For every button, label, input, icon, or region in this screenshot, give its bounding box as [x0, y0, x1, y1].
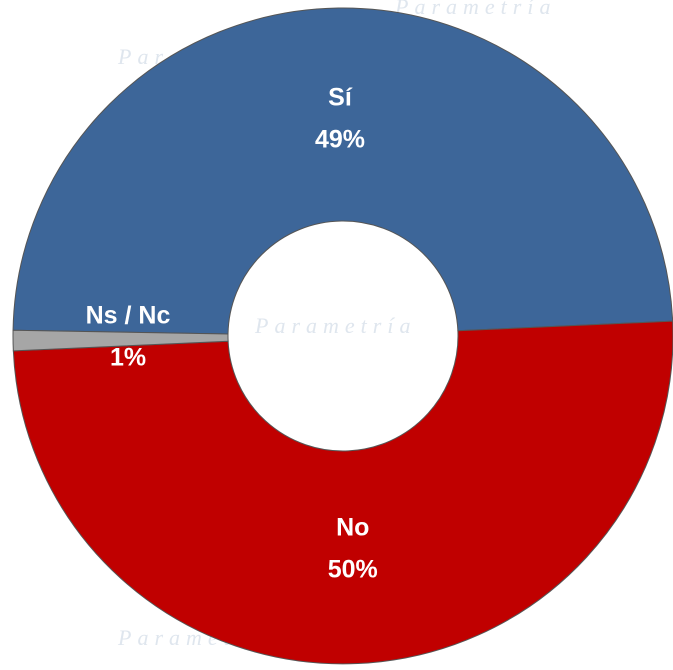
slice-category: Ns / Nc	[86, 302, 171, 330]
slice-category: Sí	[328, 84, 353, 112]
slice-value-label: 50%	[328, 555, 378, 583]
donut: Sí 49% No 50% Ns / Nc 1%	[12, 7, 673, 665]
slice-category: No	[336, 513, 369, 541]
slice	[12, 7, 673, 335]
watermark: Parametría	[254, 313, 416, 338]
slice-value-label: 49%	[315, 126, 365, 154]
slice	[12, 320, 673, 665]
slice	[12, 329, 229, 352]
watermark: Parametría	[394, 0, 556, 19]
slice-value-label: 1%	[110, 344, 146, 372]
